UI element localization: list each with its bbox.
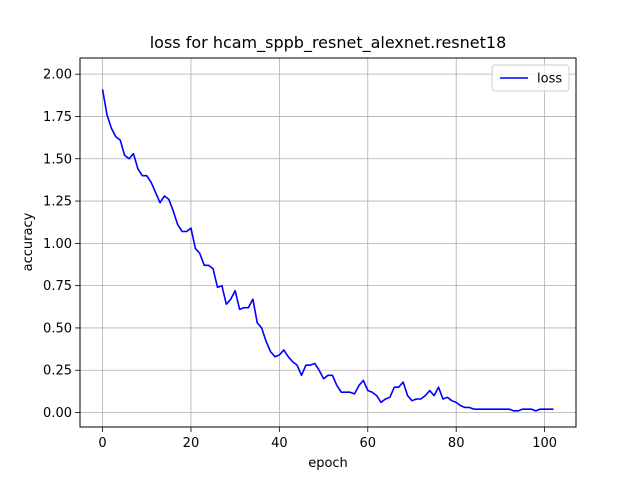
- x-tick-label: 40: [271, 436, 288, 451]
- y-tick-label: 0.25: [43, 364, 72, 379]
- y-tick-label: 1.00: [43, 237, 72, 252]
- x-tick-label: 60: [360, 436, 377, 451]
- x-tick-label: 0: [98, 436, 106, 451]
- y-tick-label: 0.00: [43, 406, 72, 421]
- legend: loss: [491, 64, 570, 92]
- series-line-loss: [101, 89, 554, 412]
- plot-background: [80, 58, 576, 427]
- x-tick-label: 20: [183, 436, 200, 451]
- y-tick-label: 1.25: [43, 195, 72, 210]
- y-axis-label: accuracy: [21, 212, 36, 271]
- x-axis-label: epoch: [308, 456, 348, 471]
- x-tick-label: 100: [532, 436, 557, 451]
- legend-label-loss: loss: [537, 72, 562, 87]
- grid-lines: [80, 58, 576, 427]
- y-tick-label: 2.00: [43, 68, 72, 83]
- y-tick-label: 0.75: [43, 279, 72, 294]
- chart-title: loss for hcam_sppb_resnet_alexnet.resnet…: [150, 33, 507, 53]
- plot-frame: [79, 57, 577, 428]
- x-tick-label: 80: [448, 436, 465, 451]
- y-tick-label: 0.50: [43, 321, 72, 336]
- y-tick-label: 1.75: [43, 110, 72, 125]
- legend-box: [491, 64, 570, 92]
- axis-ticks: 0 20 40 60 80 100 0.00 0.25 0.50 0.75 1.00 1.25 1.50…: [43, 68, 557, 451]
- y-tick-label: 1.50: [43, 152, 72, 167]
- series-layer: [101, 89, 554, 412]
